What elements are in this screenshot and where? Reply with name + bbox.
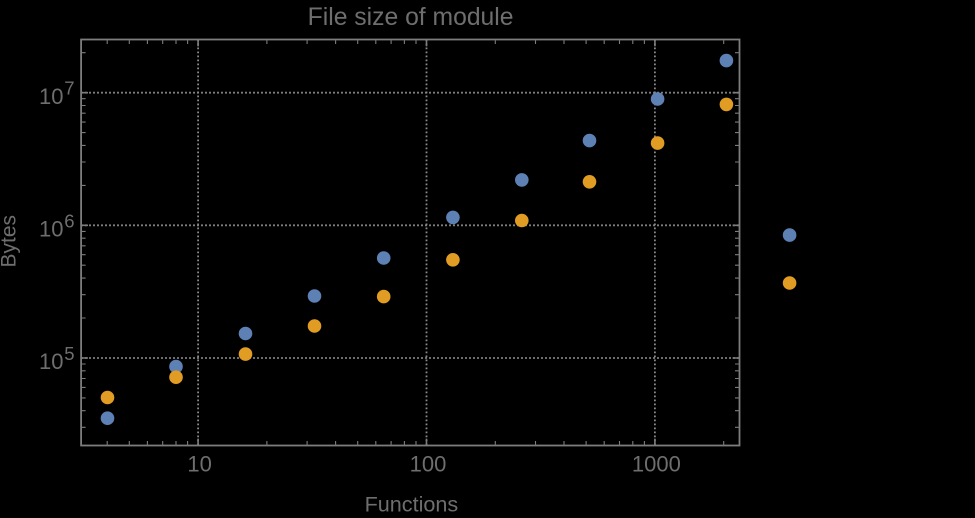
svg-text:Bytes: Bytes — [0, 215, 21, 268]
svg-text:6: 6 — [64, 210, 74, 231]
svg-text:10: 10 — [187, 452, 211, 477]
svg-text:10: 10 — [39, 349, 63, 374]
svg-text:File size of module: File size of module — [308, 4, 514, 31]
svg-text:Functions: Functions — [365, 491, 459, 513]
svg-text:1000: 1000 — [632, 452, 681, 477]
svg-text:10: 10 — [39, 84, 63, 109]
svg-text:100: 100 — [410, 452, 447, 477]
svg-text:7: 7 — [64, 78, 74, 99]
svg-text:5: 5 — [64, 343, 74, 364]
svg-text:10: 10 — [39, 217, 63, 242]
